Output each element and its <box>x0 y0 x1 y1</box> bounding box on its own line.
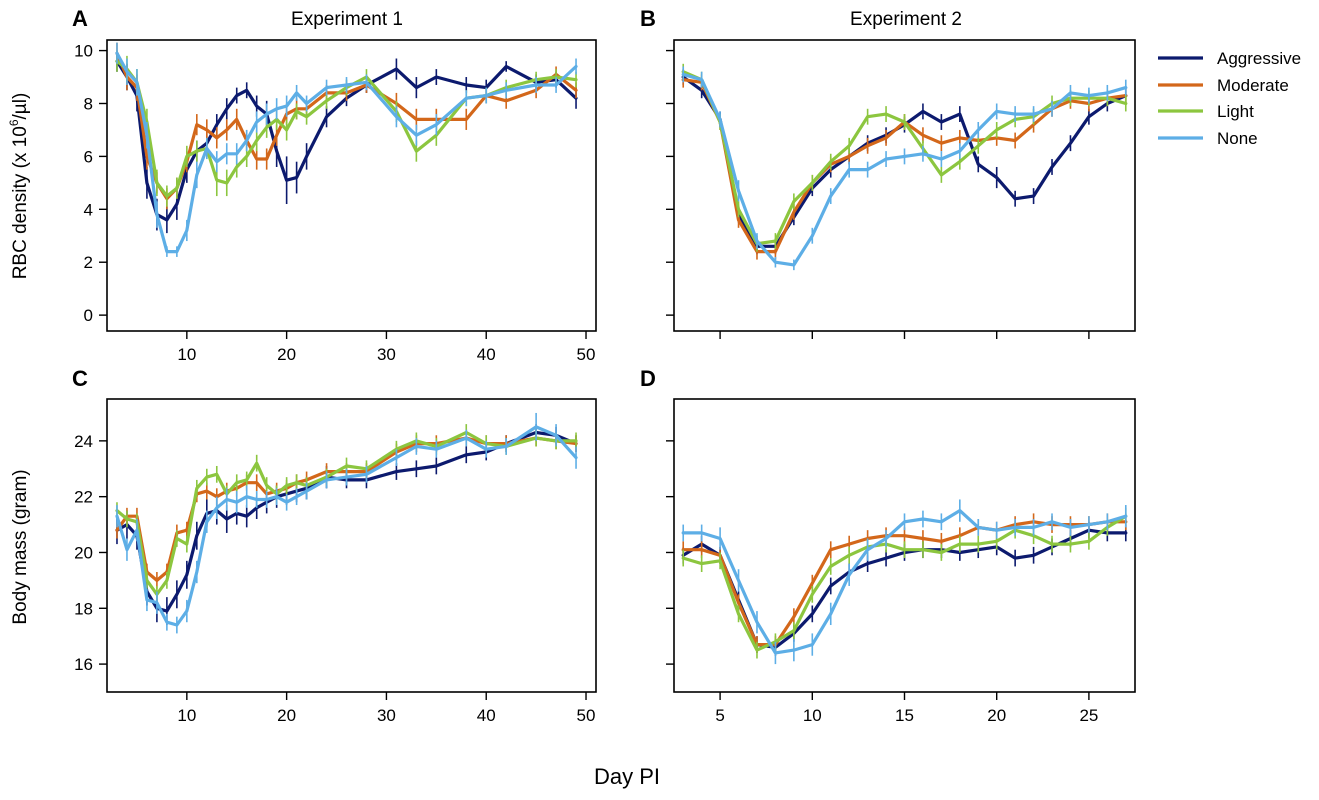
panel-d-xtick-label: 25 <box>1079 706 1098 725</box>
panel-a-title: Experiment 1 <box>291 9 403 30</box>
x-axis-label: Day PI <box>594 764 660 789</box>
panel-a-xtick-label: 50 <box>577 345 596 364</box>
panel-letter-a: A <box>72 6 88 31</box>
panel-d-series-moderate <box>681 513 1128 653</box>
panel-a-line-moderate <box>115 51 578 201</box>
panel-a-ytick-label: 8 <box>84 94 93 113</box>
legend-label-moderate: Moderate <box>1217 76 1289 95</box>
panel-d-plot: 5 10 15 20 25 <box>666 398 1136 725</box>
panel-d-xtick-label: 20 <box>987 706 1006 725</box>
panel-c-xtick-label: 40 <box>477 706 496 725</box>
panel-c-line-light <box>115 430 578 596</box>
panel-d-xtick-label: 10 <box>803 706 822 725</box>
panel-c-ytick-label: 16 <box>74 655 93 674</box>
panel-a-ytick-label: 6 <box>84 147 93 166</box>
y-axis-label-rbc-main: RBC density (x 10 <box>10 126 31 279</box>
panel-a-line-aggressive <box>115 59 578 222</box>
legend-label-light: Light <box>1217 102 1254 121</box>
panel-a-frame <box>106 39 597 332</box>
panel-a-xtick-label: 20 <box>277 345 296 364</box>
y-axis-label-rbc-end: /µl) <box>10 93 31 120</box>
panel-b-series-none <box>681 66 1128 271</box>
panel-c-series-aggressive <box>115 424 578 626</box>
panel-a-xtick-label: 10 <box>177 345 196 364</box>
panel-c-xtick-label: 20 <box>277 706 296 725</box>
panel-d-line-none <box>681 509 1128 655</box>
panel-d-xtick-label: 15 <box>895 706 914 725</box>
panel-a-xtick-label: 30 <box>377 345 396 364</box>
panel-a-ytick-label: 4 <box>84 200 93 219</box>
legend: Aggressive Moderate Light None <box>1158 49 1301 148</box>
panel-a-ytick-label: 2 <box>84 253 93 272</box>
panel-letter-b: B <box>640 6 656 31</box>
panel-c-ytick-label: 24 <box>74 432 93 451</box>
panel-a-series-light <box>115 50 578 207</box>
panel-a-plot: 0 2 4 6 8 10 10 20 30 40 50 <box>74 39 597 364</box>
panel-c-xtick-label: 50 <box>577 706 596 725</box>
panel-d-series-none <box>681 499 1128 665</box>
panel-c-ytick-label: 20 <box>74 543 93 562</box>
panel-b-frame <box>673 39 1136 332</box>
legend-label-none: None <box>1217 129 1258 148</box>
panel-c-ytick-label: 22 <box>74 488 93 507</box>
panel-b-line-moderate <box>681 78 1128 254</box>
panel-c-frame <box>106 398 597 693</box>
panel-letter-d: D <box>640 366 656 391</box>
panel-c-line-none <box>115 425 578 627</box>
y-axis-label-mass: Body mass (gram) <box>10 469 31 624</box>
panel-a-ytick-label: 0 <box>84 306 93 325</box>
panel-c-ytick-label: 18 <box>74 599 93 618</box>
panel-b-line-none <box>681 72 1128 267</box>
y-axis-label-rbc-sup: 6 <box>7 119 21 126</box>
panel-a-xtick-label: 40 <box>477 345 496 364</box>
panel-c-plot: 16 18 20 22 24 10 20 30 40 50 <box>74 398 597 725</box>
panel-c-xtick-label: 30 <box>377 706 396 725</box>
panel-a-ytick-label: 10 <box>74 42 93 61</box>
panel-d-line-light <box>681 514 1128 652</box>
legend-label-aggressive: Aggressive <box>1217 49 1301 68</box>
panel-b-plot <box>666 39 1136 339</box>
panel-a-line-none <box>115 51 578 254</box>
y-axis-label-rbc: RBC density (x 106/µl) <box>7 93 31 280</box>
panel-d-xtick-label: 5 <box>715 706 724 725</box>
panel-a-series-none <box>115 42 578 257</box>
panel-c-series-moderate <box>115 429 578 589</box>
panel-letter-c: C <box>72 366 88 391</box>
panel-b-title: Experiment 2 <box>850 9 962 30</box>
panel-c-xtick-label: 10 <box>177 706 196 725</box>
panel-d-series-light <box>681 507 1128 659</box>
panel-c-series-none <box>115 412 578 634</box>
